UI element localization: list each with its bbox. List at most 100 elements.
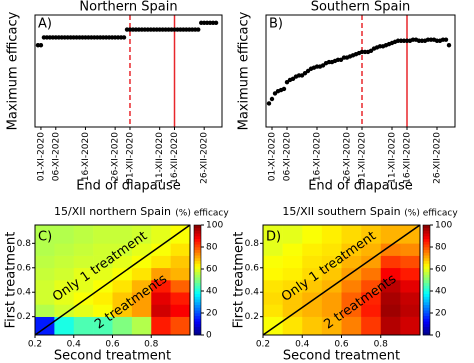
point — [305, 68, 311, 74]
heatmap-cell — [302, 280, 323, 293]
colorbar-tick-label: 80 — [435, 243, 447, 253]
colorbar-label: (%) efficacy — [175, 209, 229, 219]
heatmap-cell — [321, 225, 342, 244]
panel-label: C) — [38, 230, 52, 245]
heatmap-cell — [112, 316, 133, 336]
colorbar-segment — [194, 225, 201, 229]
colorbar-segment — [194, 244, 201, 248]
heatmap-cell — [151, 280, 171, 293]
colorbar-tick-label: 20 — [206, 309, 218, 319]
heatmap-cell — [341, 255, 362, 269]
colorbar-segment — [423, 241, 430, 245]
heatmap-cell — [73, 316, 94, 336]
colorbar-segment — [423, 258, 430, 262]
panel-title: 15/XII southern Spain — [282, 205, 400, 218]
colorbar-segment — [423, 263, 430, 267]
heatmap-cell — [380, 267, 401, 281]
x-tick-label: 16-XII-2020 — [403, 132, 413, 184]
colorbar-segment — [423, 227, 430, 231]
heatmap-cell — [341, 243, 362, 256]
y-tick-label: 0.6 — [17, 263, 32, 273]
heatmap-cell — [170, 267, 191, 281]
y-tick-label: 0.4 — [245, 288, 260, 298]
point — [121, 35, 127, 40]
point — [443, 37, 449, 42]
x-tick-label: 01-XII-2020 — [125, 132, 135, 184]
x-tick-label: 0.2 — [256, 340, 270, 350]
panel-title: 15/XII northern Spain — [54, 205, 171, 218]
panel-label: A) — [38, 17, 52, 32]
colorbar-segment — [423, 299, 430, 303]
plot-frame — [265, 14, 456, 128]
colorbar-segment — [194, 307, 201, 311]
heatmap-cell — [361, 255, 382, 269]
y-tick-label: 0.8 — [245, 239, 260, 249]
heatmap-cell — [151, 255, 171, 269]
heatmap-cell — [93, 304, 113, 317]
heatmap-cell — [73, 280, 94, 293]
heatmap-cell — [93, 243, 113, 256]
heatmap-cell — [35, 225, 55, 244]
colorbar-segment — [194, 271, 201, 275]
heatmap-cell — [112, 292, 133, 305]
heatmap-cell — [131, 304, 152, 317]
colorbar-segment — [194, 313, 201, 317]
heatmap-cell — [341, 316, 362, 336]
colorbar-tick-label: 60 — [435, 265, 447, 275]
x-tick-label: 26-XI-2020 — [111, 132, 121, 181]
x-tick-label: 06-XI-2020 — [51, 132, 61, 181]
colorbar-segment — [423, 249, 430, 253]
x-axis-label: Second treatment — [283, 349, 400, 363]
heatmap-cell — [380, 292, 401, 305]
colorbar-segment — [423, 280, 430, 284]
colorbar-segment — [423, 329, 430, 333]
heatmap-cell — [380, 280, 401, 293]
colorbar-segment — [194, 318, 201, 322]
colorbar-segment — [423, 326, 430, 330]
y-tick-label: 0.6 — [245, 263, 260, 273]
colorbar-tick-label: 60 — [206, 265, 218, 275]
diagonal — [34, 224, 191, 336]
colorbar-segment — [194, 277, 201, 281]
heatmap-cell — [302, 304, 323, 317]
colorbar-tick-label: 100 — [206, 221, 223, 231]
point — [299, 73, 305, 78]
heatmap-cell — [361, 267, 382, 281]
point — [284, 80, 290, 85]
heatmap-cell — [400, 292, 421, 305]
colorbar-segment — [194, 296, 201, 300]
y-tick-label: 0.4 — [17, 288, 32, 298]
heatmap-cell — [54, 267, 75, 281]
colorbar-tick-label: 0 — [435, 331, 441, 341]
heatmap-cell — [302, 225, 323, 244]
x-tick-label: 16-XII-2020 — [170, 132, 180, 184]
point — [269, 96, 275, 102]
x-tick-label: 11-XII-2020 — [388, 132, 398, 184]
colorbar-segment — [423, 304, 430, 308]
colorbar-segment — [194, 288, 201, 292]
y-tick-label: 0.8 — [17, 239, 32, 249]
heatmap-cell — [131, 267, 152, 281]
heatmap-cell — [35, 292, 55, 305]
point — [213, 20, 219, 26]
colorbar-segment — [423, 291, 430, 295]
colorbar-segment — [194, 280, 201, 284]
heatmap-cell — [54, 316, 75, 336]
plot-frame — [34, 14, 223, 128]
heatmap-cell — [35, 280, 55, 293]
heatmap-cell — [131, 225, 152, 244]
heatmap-cell — [170, 255, 191, 269]
heatmap-cell — [112, 304, 133, 317]
heatmap-cell — [400, 225, 421, 244]
point — [272, 91, 278, 96]
heatmap-cell — [302, 292, 323, 305]
colorbar-frame — [422, 224, 431, 336]
point — [281, 86, 287, 92]
heatmap-cell — [54, 243, 75, 256]
colorbar-segment — [194, 299, 201, 303]
heatmap-cell — [361, 304, 382, 317]
heatmap-cell — [380, 316, 401, 336]
colorbar-segment — [194, 236, 201, 240]
colorbar-segment — [423, 255, 430, 259]
x-tick-label: 0.8 — [374, 340, 389, 350]
